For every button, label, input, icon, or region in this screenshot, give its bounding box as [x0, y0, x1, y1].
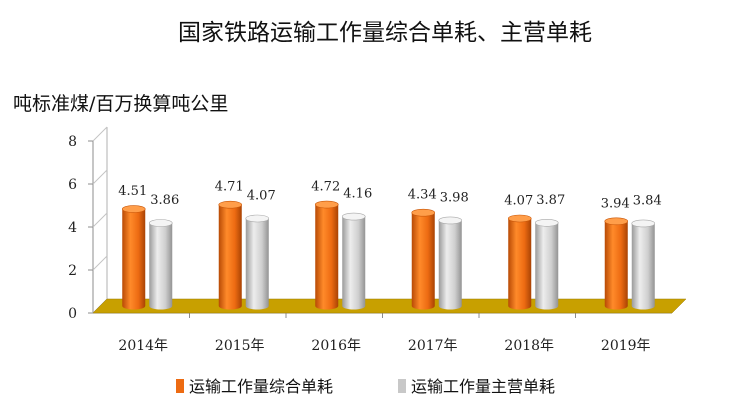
bar-body	[604, 221, 628, 310]
bar-body	[149, 223, 173, 310]
bar-top	[314, 200, 339, 209]
legend-label: 运输工作量主营单耗	[411, 377, 555, 396]
bar-value-label: 3.84	[633, 193, 662, 208]
bars	[121, 200, 656, 310]
bar-body	[122, 209, 146, 310]
bar-top	[341, 212, 366, 221]
bar	[438, 216, 463, 310]
bar-value-label: 4.16	[343, 187, 372, 202]
bar-top	[438, 216, 463, 225]
y-tick-depth	[92, 212, 108, 228]
bar-value-label: 4.72	[311, 180, 340, 195]
bar-top	[121, 205, 146, 213]
bar-value-label: 4.51	[118, 184, 147, 199]
bar-top	[148, 219, 173, 227]
legend: 运输工作量综合单耗 运输工作量主营单耗	[176, 377, 555, 396]
bar-top	[534, 218, 559, 227]
y-axis-label: 吨标准煤/百万换算吨公里	[13, 93, 228, 115]
legend-swatch	[176, 379, 184, 393]
bar-top	[245, 214, 270, 223]
legend-label: 运输工作量综合单耗	[189, 377, 333, 396]
x-category-label: 2018年	[504, 338, 554, 354]
y-tick-depth	[92, 126, 108, 142]
y-tick-depth	[92, 255, 108, 271]
bar-body	[508, 218, 532, 310]
bar-value-label: 3.94	[601, 196, 630, 211]
legend-item: 运输工作量综合单耗	[176, 377, 333, 396]
chart-floor	[92, 298, 687, 314]
bar	[148, 219, 173, 310]
chart-title: 国家铁路运输工作量综合单耗、主营单耗	[178, 20, 592, 46]
bar-top	[631, 219, 656, 228]
legend-item: 运输工作量主营单耗	[398, 377, 555, 396]
y-tick-label: 0	[68, 306, 77, 322]
bar	[341, 212, 366, 310]
bar-value-label: 4.07	[504, 193, 533, 208]
bar	[245, 214, 270, 310]
y-tick-label: 2	[68, 263, 77, 279]
bar	[121, 205, 146, 310]
y-tick-label: 4	[68, 220, 77, 236]
bar-value-label: 4.07	[247, 188, 276, 203]
bar-value-label: 4.34	[408, 188, 437, 203]
bar-value-label: 3.98	[440, 190, 469, 205]
x-category-label: 2016年	[311, 338, 361, 354]
bar-body	[631, 223, 655, 310]
bar-body	[245, 218, 269, 310]
bar-top	[604, 217, 629, 226]
bar-value-label: 3.87	[536, 193, 565, 208]
bar-top	[507, 214, 532, 223]
bar	[314, 200, 339, 310]
bar	[411, 208, 436, 310]
bar-body	[438, 220, 462, 310]
y-tick-depth	[92, 169, 108, 185]
bar-body	[535, 222, 559, 310]
x-category-label: 2014年	[118, 338, 168, 354]
x-category-label: 2017年	[408, 338, 458, 354]
bar-body	[315, 204, 339, 310]
bar-body	[218, 204, 242, 310]
value-labels: 4.513.864.714.074.72 4.16 4.34 3.98 4.07 3.87…	[118, 180, 661, 212]
bar	[631, 219, 656, 310]
bar-body	[411, 212, 435, 310]
bar-body	[342, 216, 366, 310]
bar-value-label: 4.71	[215, 180, 244, 195]
bar	[507, 214, 532, 310]
x-category-label: 2019年	[601, 338, 651, 354]
bar-value-label: 3.86	[150, 193, 179, 208]
y-tick-label: 8	[68, 134, 77, 150]
bar-top	[218, 200, 243, 209]
y-tick-label: 6	[68, 177, 77, 193]
legend-swatch	[398, 379, 406, 393]
bar-top	[411, 208, 436, 217]
bar	[604, 217, 629, 310]
x-category-label: 2015年	[215, 338, 265, 354]
floor-plane	[92, 298, 687, 314]
bar	[218, 200, 243, 310]
bar	[534, 218, 559, 310]
